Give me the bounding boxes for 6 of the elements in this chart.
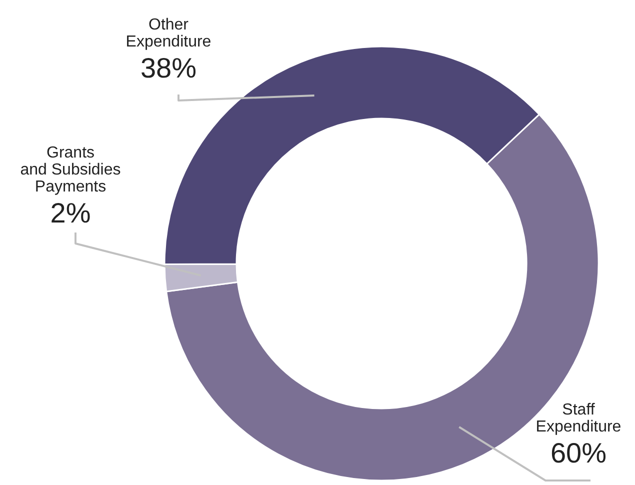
data-label: 2% bbox=[50, 198, 91, 228]
data-label: 60% bbox=[550, 438, 607, 468]
slice-label: Grants and Subsidies Payments bbox=[20, 144, 121, 196]
slice-label: Other Expenditure bbox=[126, 16, 212, 50]
data-label: 38% bbox=[140, 52, 197, 84]
slice-label: Staff Expenditure bbox=[536, 402, 622, 436]
